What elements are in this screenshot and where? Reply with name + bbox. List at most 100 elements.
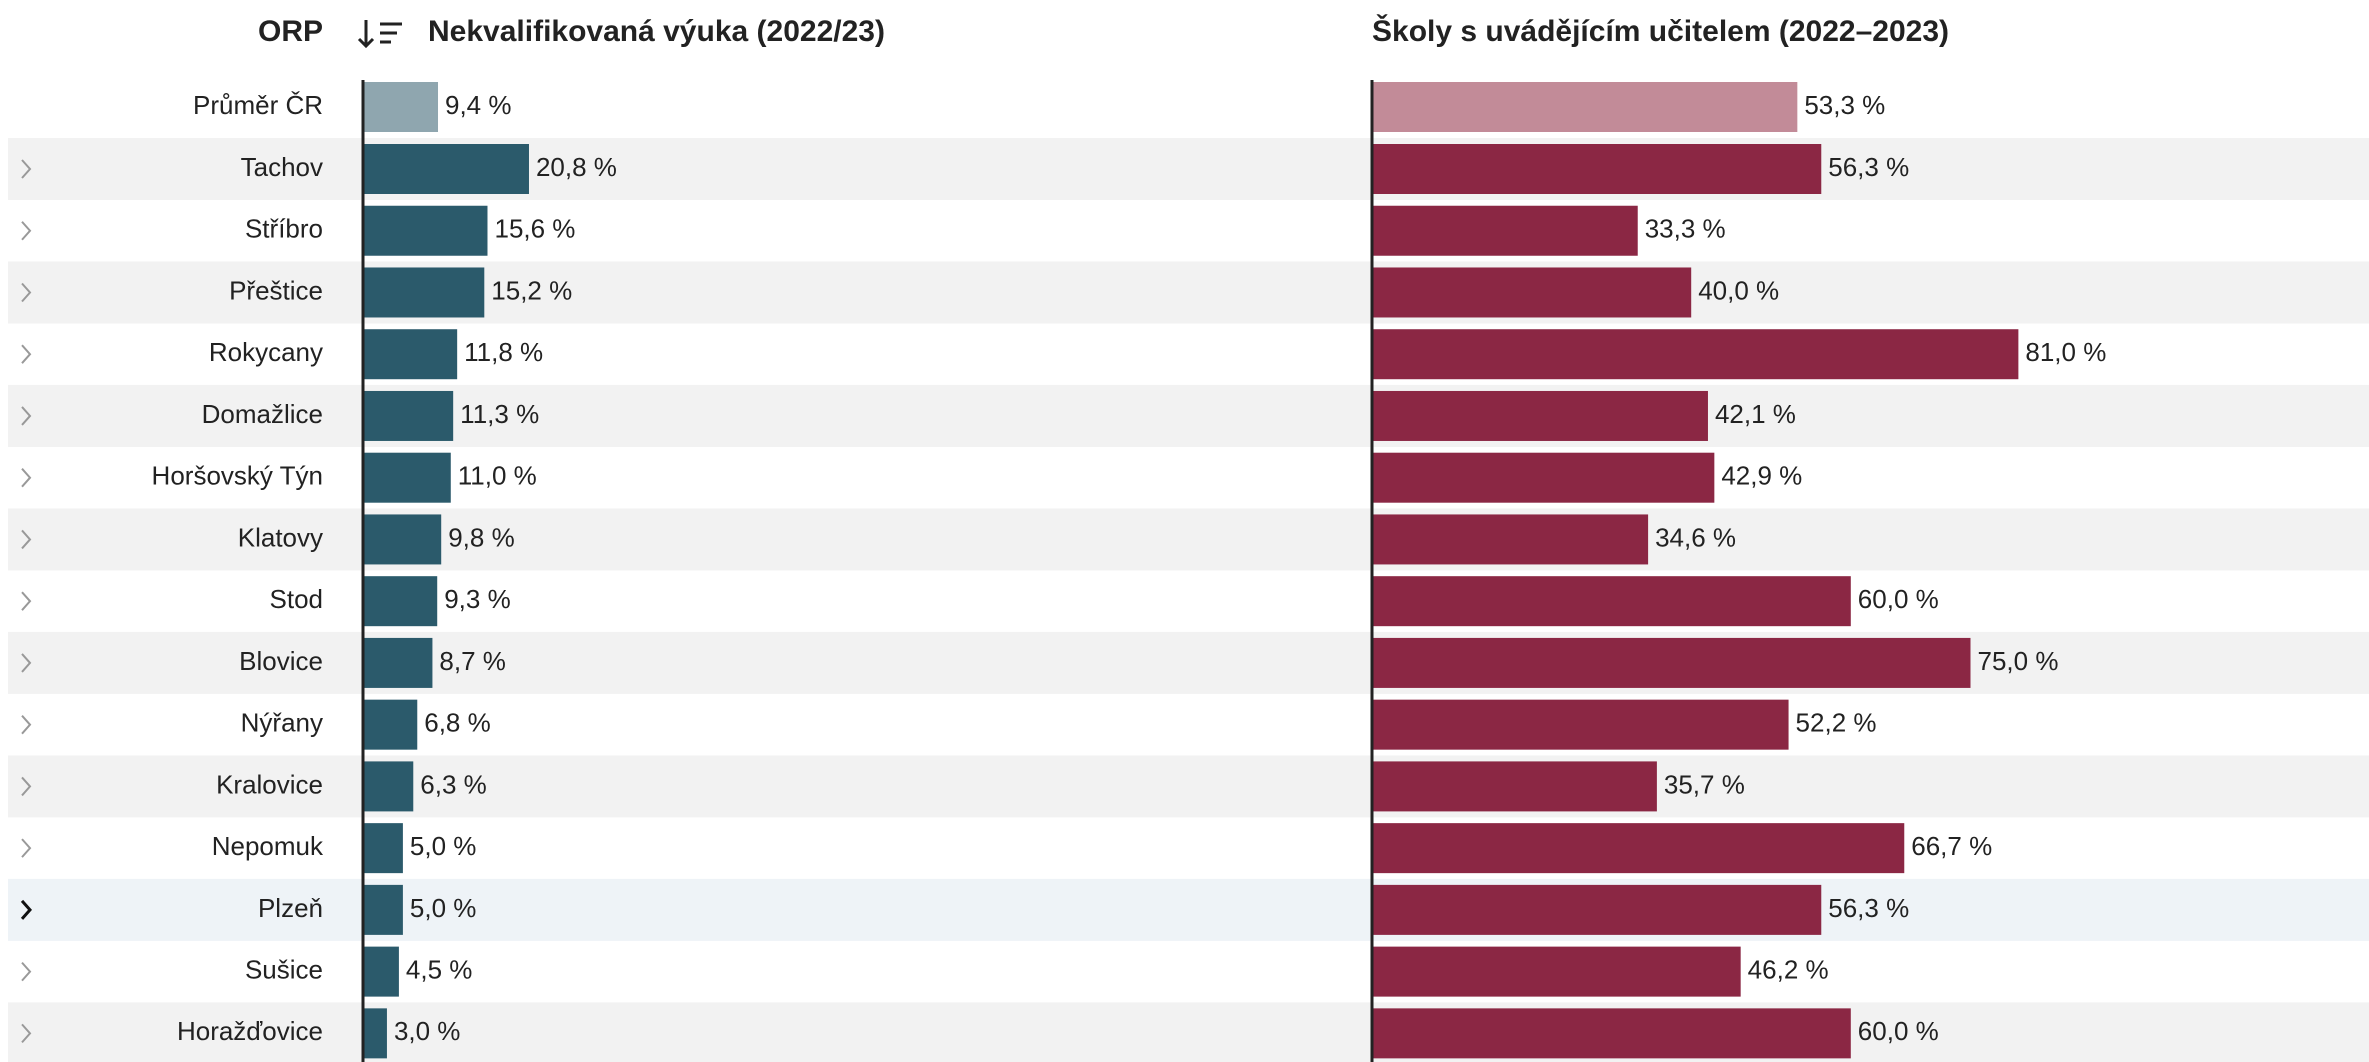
row-name: Kralovice [216, 769, 323, 799]
value-label: 20,8 % [536, 152, 617, 182]
value-label: 52,2 % [1796, 708, 1877, 738]
row-name: Blovice [239, 646, 323, 676]
bar [363, 82, 439, 132]
value-label: 53,3 % [1804, 90, 1885, 120]
value-label: 56,3 % [1828, 893, 1909, 923]
row-name: Sušice [245, 954, 323, 984]
value-label: 4,5 % [406, 954, 473, 984]
value-label: 33,3 % [1645, 214, 1726, 244]
bar [1372, 637, 1971, 688]
value-label: 40,0 % [1698, 275, 1779, 305]
row-name: Plzeň [258, 893, 323, 923]
value-label: 9,3 % [444, 584, 511, 614]
bar [1372, 82, 1798, 132]
expand-chevron[interactable] [21, 1023, 32, 1044]
expand-chevron[interactable] [21, 838, 32, 858]
bar [363, 761, 414, 812]
row-name: Klatovy [238, 522, 323, 552]
row-name: Nepomuk [212, 831, 324, 861]
bar [363, 699, 418, 750]
value-label: 75,0 % [1978, 646, 2059, 676]
bar [1372, 699, 1789, 750]
column-header[interactable]: Školy s uvádějícím učitelem (2022–2023) [1372, 14, 1949, 48]
value-label: 11,8 % [464, 337, 543, 367]
bar [1372, 761, 1657, 812]
value-label: 66,7 % [1911, 831, 1992, 861]
value-label: 15,2 % [491, 275, 572, 305]
bar [1372, 1008, 1851, 1059]
value-label: 5,0 % [410, 831, 477, 861]
value-label: 6,8 % [424, 708, 491, 738]
bar [1372, 144, 1822, 194]
bar [1372, 267, 1692, 318]
expand-chevron[interactable] [21, 406, 32, 426]
value-label: 42,1 % [1715, 399, 1796, 429]
value-label: 5,0 % [410, 893, 477, 923]
bar [1372, 452, 1715, 503]
value-label: 34,6 % [1655, 522, 1736, 552]
row-name: Horažďovice [177, 1016, 323, 1046]
expand-chevron[interactable] [21, 961, 32, 982]
value-label: 6,3 % [420, 769, 487, 799]
bar [363, 884, 403, 935]
bar [363, 452, 451, 503]
bar [363, 637, 433, 688]
expand-chevron[interactable] [21, 714, 32, 735]
row-name: Tachov [241, 152, 323, 182]
expand-chevron[interactable] [21, 159, 32, 179]
expand-chevron[interactable] [21, 221, 32, 241]
expand-chevron[interactable] [21, 591, 32, 611]
column-header[interactable]: Nekvalifikovaná výuka (2022/23) [428, 15, 885, 48]
bar [363, 144, 529, 194]
bar [363, 576, 438, 627]
name-header: ORP [258, 15, 323, 48]
bar [1372, 205, 1638, 256]
bar [1372, 884, 1822, 935]
row-name: Horšovský Týn [152, 461, 323, 491]
value-label: 35,7 % [1664, 769, 1745, 799]
bar [363, 1008, 387, 1059]
bar [1372, 329, 2019, 380]
row-stripe [8, 1002, 2369, 1062]
bar [1372, 823, 1905, 874]
row-name: Stod [270, 584, 324, 614]
value-label: 60,0 % [1858, 1016, 1939, 1046]
row-name: Průměr ČR [193, 90, 323, 120]
bar [363, 267, 485, 318]
bar [363, 514, 442, 565]
bar [1372, 576, 1851, 627]
expand-chevron[interactable] [21, 468, 32, 488]
row-name: Stříbro [245, 214, 323, 244]
expand-chevron[interactable] [21, 653, 32, 673]
bar [363, 205, 488, 256]
value-label: 15,6 % [494, 214, 575, 244]
row-name: Nýřany [241, 708, 323, 738]
value-label: 11,3 % [460, 399, 539, 429]
bar [1372, 514, 1649, 565]
expand-chevron[interactable] [21, 776, 32, 797]
value-label: 3,0 % [394, 1016, 461, 1046]
bar [363, 823, 403, 874]
value-label: 60,0 % [1858, 584, 1939, 614]
expand-chevron[interactable] [21, 344, 32, 364]
sort-icon[interactable] [357, 20, 402, 49]
row-name: Přeštice [229, 275, 323, 305]
row-name: Domažlice [202, 399, 323, 429]
bar [1372, 390, 1708, 441]
bar [363, 946, 399, 997]
value-label: 9,4 % [445, 90, 512, 120]
value-label: 56,3 % [1828, 152, 1909, 182]
expand-chevron[interactable] [21, 529, 32, 550]
value-label: 8,7 % [439, 646, 506, 676]
value-label: 42,9 % [1721, 461, 1802, 491]
bar [363, 390, 454, 441]
value-label: 81,0 % [2025, 337, 2106, 367]
bar [1372, 946, 1741, 997]
value-label: 9,8 % [448, 522, 514, 552]
expand-chevron[interactable] [20, 899, 33, 920]
value-label: 11,0 % [458, 461, 537, 491]
value-label: 46,2 % [1748, 954, 1829, 984]
row-name: Rokycany [209, 337, 323, 367]
expand-chevron[interactable] [21, 282, 32, 303]
